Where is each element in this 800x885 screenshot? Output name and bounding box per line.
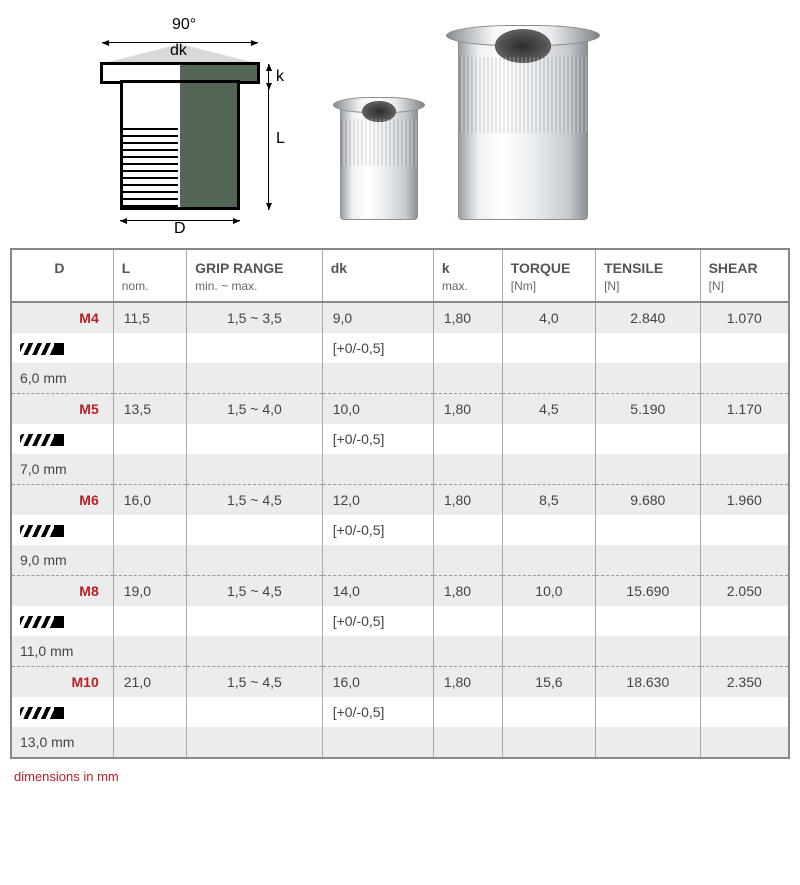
cell-tensile: 9.680 — [596, 485, 700, 515]
cell-grip: 1,5 ~ 4,5 — [187, 485, 323, 515]
cell-drill: 13,0 mm — [11, 727, 113, 758]
table-row: 13,0 mm — [11, 727, 789, 758]
spec-table: D Lnom. GRIP RANGEmin. ~ max. dk kmax. T… — [10, 248, 790, 759]
drill-icon — [20, 525, 64, 537]
drill-icon — [20, 616, 64, 628]
drill-icon — [20, 434, 64, 446]
cell-drill: 11,0 mm — [11, 636, 113, 667]
drill-icon — [20, 707, 64, 719]
cell-k: 1,80 — [433, 576, 502, 606]
table-row: M6 16,01,5 ~ 4,512,01,808,59.6801.960 — [11, 485, 789, 515]
cell-grip: 1,5 ~ 4,5 — [187, 667, 323, 697]
table-row: 6,0 mm — [11, 363, 789, 394]
cell-dk: 9,0 — [322, 302, 433, 333]
cell-shear: 1.170 — [700, 394, 789, 424]
th-shear: SHEAR[N] — [700, 249, 789, 302]
cell-tensile: 15.690 — [596, 576, 700, 606]
m-size: M5 — [79, 401, 98, 417]
cell-L: 16,0 — [113, 485, 186, 515]
dim-L: L — [276, 130, 285, 148]
cell-torque: 4,5 — [502, 394, 595, 424]
cell-drill: 7,0 mm — [11, 454, 113, 485]
cell-tensile: 2.840 — [596, 302, 700, 333]
table-row: [+0/-0,5] — [11, 424, 789, 454]
dim-angle: 90° — [172, 16, 196, 34]
cell-grip: 1,5 ~ 3,5 — [187, 302, 323, 333]
cell-grip: 1,5 ~ 4,5 — [187, 576, 323, 606]
cell-torque: 15,6 — [502, 667, 595, 697]
cell-L: 21,0 — [113, 667, 186, 697]
hero-row: 90° dk k L D — [10, 0, 790, 240]
m-size: M10 — [72, 674, 99, 690]
dim-D: D — [174, 220, 186, 238]
cell-torque: 4,0 — [502, 302, 595, 333]
m-size: M8 — [79, 583, 98, 599]
th-L: Lnom. — [113, 249, 186, 302]
footnote: dimensions in mm — [14, 769, 786, 784]
drill-icon — [20, 343, 64, 355]
technical-diagram: 90° dk k L D — [80, 20, 290, 220]
cell-dk: 14,0 — [322, 576, 433, 606]
table-row: 9,0 mm — [11, 545, 789, 576]
table-row: [+0/-0,5] — [11, 697, 789, 727]
cell-dk: 10,0 — [322, 394, 433, 424]
table-row: M8 19,01,5 ~ 4,514,01,8010,015.6902.050 — [11, 576, 789, 606]
cell-dk-tol: [+0/-0,5] — [322, 333, 433, 363]
cell-dk-tol: [+0/-0,5] — [322, 606, 433, 636]
cell-L: 19,0 — [113, 576, 186, 606]
cell-shear: 1.960 — [700, 485, 789, 515]
cell-drill: 6,0 mm — [11, 363, 113, 394]
th-torque: TORQUE[Nm] — [502, 249, 595, 302]
cell-dk-tol: [+0/-0,5] — [322, 697, 433, 727]
dim-L-arrow — [268, 64, 269, 210]
cell-grip: 1,5 ~ 4,0 — [187, 394, 323, 424]
cell-tensile: 5.190 — [596, 394, 700, 424]
cell-tensile: 18.630 — [596, 667, 700, 697]
table-row: M5 13,51,5 ~ 4,010,01,804,55.1901.170 — [11, 394, 789, 424]
cell-shear: 2.050 — [700, 576, 789, 606]
table-row: [+0/-0,5] — [11, 333, 789, 363]
cell-k: 1,80 — [433, 394, 502, 424]
cell-torque: 8,5 — [502, 485, 595, 515]
cell-k: 1,80 — [433, 485, 502, 515]
cell-dk: 12,0 — [322, 485, 433, 515]
cell-dk: 16,0 — [322, 667, 433, 697]
m-size: M6 — [79, 492, 98, 508]
cell-shear: 1.070 — [700, 302, 789, 333]
th-dk: dk — [322, 249, 433, 302]
rivet-nut-small-photo — [340, 102, 418, 220]
cell-shear: 2.350 — [700, 667, 789, 697]
th-D: D — [11, 249, 113, 302]
th-grip: GRIP RANGEmin. ~ max. — [187, 249, 323, 302]
cell-dk-tol: [+0/-0,5] — [322, 515, 433, 545]
m-size: M4 — [79, 310, 98, 326]
cell-drill: 9,0 mm — [11, 545, 113, 576]
table-row: 7,0 mm — [11, 454, 789, 485]
cell-dk-tol: [+0/-0,5] — [322, 424, 433, 454]
table-row: M4 11,51,5 ~ 3,59,01,804,02.8401.070 — [11, 302, 789, 333]
cell-L: 11,5 — [113, 302, 186, 333]
table-row: M10 21,01,5 ~ 4,516,01,8015,618.6302.350 — [11, 667, 789, 697]
cell-k: 1,80 — [433, 667, 502, 697]
cell-torque: 10,0 — [502, 576, 595, 606]
table-header-row: D Lnom. GRIP RANGEmin. ~ max. dk kmax. T… — [11, 249, 789, 302]
rivet-nut-large-photo — [458, 30, 588, 220]
cell-L: 13,5 — [113, 394, 186, 424]
th-tensile: TENSILE[N] — [596, 249, 700, 302]
page: 90° dk k L D — [0, 0, 800, 784]
dim-k: k — [276, 68, 284, 86]
table-row: 11,0 mm — [11, 636, 789, 667]
diagram-body — [120, 80, 240, 210]
table-row: [+0/-0,5] — [11, 515, 789, 545]
cell-k: 1,80 — [433, 302, 502, 333]
table-row: [+0/-0,5] — [11, 606, 789, 636]
th-k: kmax. — [433, 249, 502, 302]
